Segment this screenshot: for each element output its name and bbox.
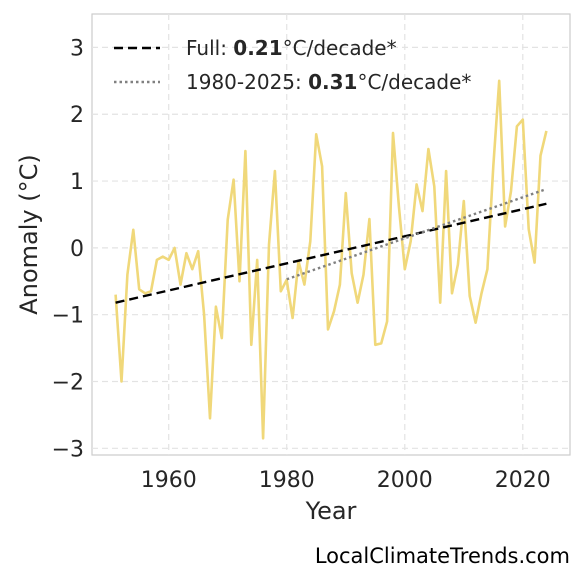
trend-line-dotted (286, 187, 547, 281)
y-axis-label: Anomaly (°C) (15, 154, 43, 314)
trend-line-dashed (115, 202, 547, 304)
legend-suffix: °C/decade* (357, 70, 471, 94)
watermark: LocalClimateTrends.com (314, 544, 570, 568)
x-tick-label: 2000 (377, 468, 433, 493)
legend-rate: 0.21 (233, 36, 282, 60)
legend-suffix: °C/decade* (283, 36, 397, 60)
y-tick-label: 2 (70, 103, 84, 128)
x-tick-label: 2020 (495, 468, 551, 493)
legend-prefix: 1980-2025: (186, 70, 308, 94)
y-tick-label: −3 (52, 437, 84, 462)
x-axis-label: Year (305, 497, 357, 525)
series-layer (114, 79, 548, 440)
y-tick-label: 1 (70, 170, 84, 195)
y-tick-label: −1 (52, 304, 84, 329)
legend: Full: 0.21°C/decade*1980-2025: 0.31°C/de… (114, 36, 471, 94)
y-tick-label: −2 (52, 371, 84, 396)
x-tick-label: 1960 (141, 468, 197, 493)
x-tick-label: 1980 (259, 468, 315, 493)
anomaly-series-line (114, 79, 548, 440)
legend-rate: 0.31 (308, 70, 357, 94)
legend-entry: Full: 0.21°C/decade* (186, 36, 397, 60)
y-tick-label: 0 (70, 237, 84, 262)
legend-prefix: Full: (186, 36, 233, 60)
y-tick-labels: 3 2 1 0 −1 −2 −3 (52, 36, 84, 462)
legend-entry: 1980-2025: 0.31°C/decade* (186, 70, 471, 94)
y-tick-label: 3 (70, 36, 84, 61)
grid (92, 14, 570, 455)
x-tick-labels: 1960 1980 2000 2020 (141, 468, 551, 493)
trend-layer (115, 187, 547, 304)
